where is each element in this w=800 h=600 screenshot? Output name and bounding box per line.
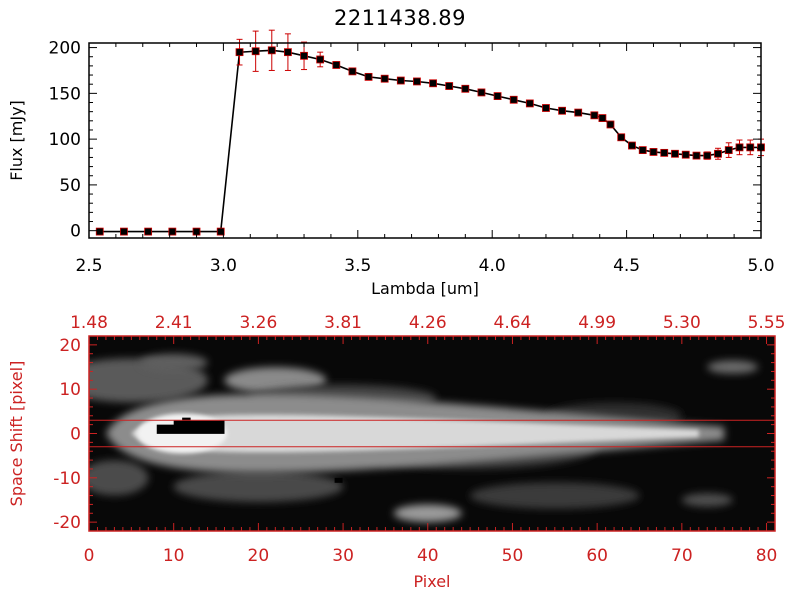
y-tick-label: 200 <box>49 39 81 59</box>
x-tick-label: 2.5 <box>75 256 102 276</box>
data-point <box>316 55 325 64</box>
data-point <box>746 143 755 152</box>
spectrum-line <box>99 49 761 233</box>
wavelength-top-label: 2.41 <box>155 313 193 333</box>
data-point <box>445 82 454 90</box>
data-point <box>671 149 679 158</box>
data-point <box>429 79 437 88</box>
wavelength-top-label: 5.30 <box>663 313 701 333</box>
pixel-tick-label: 50 <box>502 546 524 566</box>
wavelength-top-label: 4.64 <box>494 313 532 333</box>
plot-frame <box>88 42 762 239</box>
image-patch <box>173 471 344 503</box>
data-point <box>598 114 607 122</box>
data-point <box>120 227 128 236</box>
data-point <box>216 227 225 236</box>
data-point <box>284 48 292 57</box>
data-point <box>617 133 626 142</box>
pixel-tick-label: 70 <box>671 546 693 566</box>
x-tick-label: 4.0 <box>479 256 506 276</box>
data-point <box>558 106 566 115</box>
data-point <box>251 47 260 56</box>
data-point <box>628 141 636 150</box>
data-point <box>590 111 599 120</box>
y-tick-label: 0 <box>70 222 81 242</box>
image-patch <box>393 504 462 523</box>
image-patch <box>89 460 149 496</box>
wavelength-top-label: 5.55 <box>748 313 786 333</box>
shift-tick-label: 0 <box>70 425 81 445</box>
spectral-image-panel: 0 10 20 30 40 50 60 70 80 -20 -10 0 10 20 1.48 2.41 3.26… <box>7 313 785 591</box>
data-point <box>574 108 583 117</box>
data-point <box>396 76 405 85</box>
data-point <box>235 48 244 57</box>
data-point <box>692 151 701 160</box>
data-point <box>332 61 341 69</box>
image-patch <box>139 353 208 372</box>
data-point <box>509 95 518 104</box>
data-point <box>364 72 373 81</box>
data-point <box>638 146 647 155</box>
data-point <box>542 104 550 112</box>
data-point <box>493 92 502 100</box>
shift-tick-label: 10 <box>59 380 81 400</box>
y-tick-label: 100 <box>49 130 81 150</box>
x-tick-label: 5.0 <box>747 256 774 276</box>
shift-tick-label: -10 <box>53 469 81 489</box>
data-point <box>95 227 104 236</box>
wavelength-top-label: 1.48 <box>70 313 108 333</box>
wavelength-top-label: 3.81 <box>324 313 362 333</box>
wavelength-top-label: 3.26 <box>239 313 277 333</box>
image-patch <box>469 482 640 509</box>
pixel-tick-label: 0 <box>84 546 95 566</box>
x-tick-label: 4.5 <box>613 256 640 276</box>
x-tick-label: 3.0 <box>210 256 237 276</box>
data-point <box>380 74 389 83</box>
pixel-tick-label: 30 <box>332 546 354 566</box>
data-point <box>649 148 658 156</box>
data-point <box>267 46 276 55</box>
y-tick-label: 150 <box>49 84 81 104</box>
page-title: 2211438.89 <box>334 6 466 30</box>
data-point <box>525 99 534 108</box>
data-point <box>724 146 733 155</box>
data-point <box>735 143 744 152</box>
shift-tick-label: -20 <box>53 513 81 533</box>
y-tick-label: 50 <box>59 176 81 196</box>
data-point <box>144 227 153 236</box>
pixel-tick-label: 80 <box>756 546 778 566</box>
saturated-pixels <box>156 417 225 434</box>
x-tick-label: 3.5 <box>344 256 371 276</box>
pixel-tick-label: 20 <box>248 546 270 566</box>
saturated-pixel <box>334 477 343 483</box>
data-point <box>703 151 712 160</box>
wavelength-top-label: 4.26 <box>409 313 447 333</box>
data-point <box>660 148 669 157</box>
shift-tick-label: 20 <box>59 336 81 356</box>
pixel-axis-title: Pixel <box>413 572 450 591</box>
x-axis-title: Lambda [um] <box>371 279 479 298</box>
data-point <box>606 120 615 129</box>
y-axis-title: Flux [mJy] <box>7 100 26 181</box>
spectrum-chart: 2.5 3.0 3.5 4.0 4.5 5.0 0 50 100 150 200 Lambda [u… <box>7 29 775 298</box>
spectral-image <box>89 336 775 531</box>
wavelength-top-label: 4.99 <box>578 313 616 333</box>
data-point <box>714 149 722 158</box>
data-point <box>413 77 421 86</box>
data-point <box>348 67 357 76</box>
pixel-tick-label: 10 <box>163 546 185 566</box>
space-shift-axis-title: Space Shift [pixel] <box>7 361 26 507</box>
pixel-tick-label: 40 <box>417 546 439 566</box>
data-point <box>681 150 690 159</box>
data-point <box>168 227 177 236</box>
image-patch <box>681 493 733 507</box>
pixel-tick-label: 60 <box>586 546 608 566</box>
data-point <box>461 84 470 93</box>
data-point <box>300 51 308 60</box>
image-patch <box>707 360 759 374</box>
data-point <box>477 88 486 97</box>
